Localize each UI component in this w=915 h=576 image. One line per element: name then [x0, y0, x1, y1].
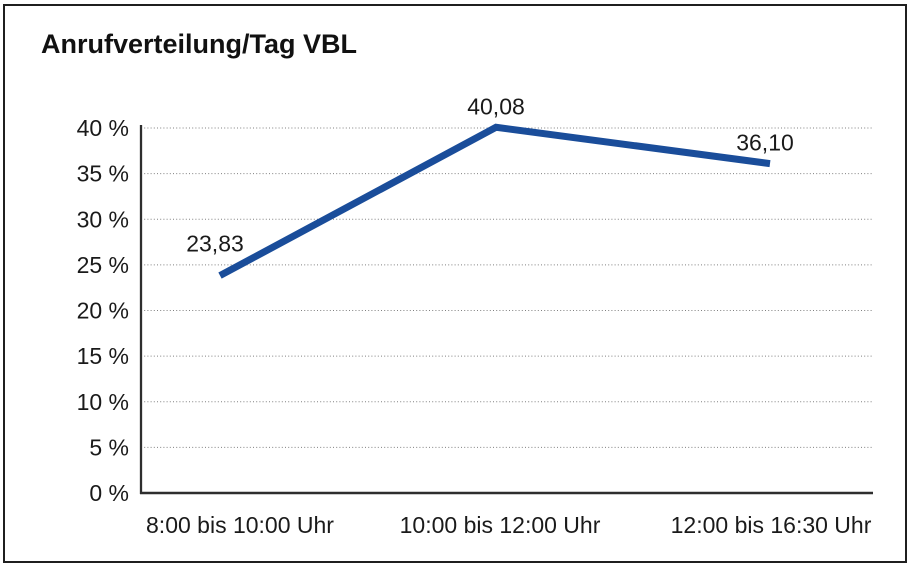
y-axis-tick-label: 0 % [89, 480, 129, 506]
series-line [218, 123, 771, 279]
y-axis-tick-label: 15 % [77, 343, 129, 369]
data-point-label: 36,10 [736, 130, 794, 156]
x-axis-category-label: 10:00 bis 12:00 Uhr [400, 512, 601, 538]
x-axis-category-label: 8:00 bis 10:00 Uhr [146, 512, 334, 538]
chart-frame: Anrufverteilung/Tag VBL [3, 4, 907, 563]
chart-title: Anrufverteilung/Tag VBL [41, 29, 358, 59]
x-axis-category-label: 12:00 bis 16:30 Uhr [671, 512, 872, 538]
y-axis-tick-label: 35 % [77, 161, 129, 187]
y-axis-tick-label: 40 % [77, 115, 129, 141]
data-point-label: 40,08 [467, 93, 525, 119]
y-axis-tick-label: 30 % [77, 206, 129, 232]
y-axis-tick-label: 10 % [77, 389, 129, 415]
y-axis-tick-label: 5 % [89, 434, 129, 460]
y-axis-tick-label: 25 % [77, 252, 129, 278]
y-axis-tick-label: 20 % [77, 298, 129, 324]
data-point-label: 23,83 [186, 231, 244, 257]
